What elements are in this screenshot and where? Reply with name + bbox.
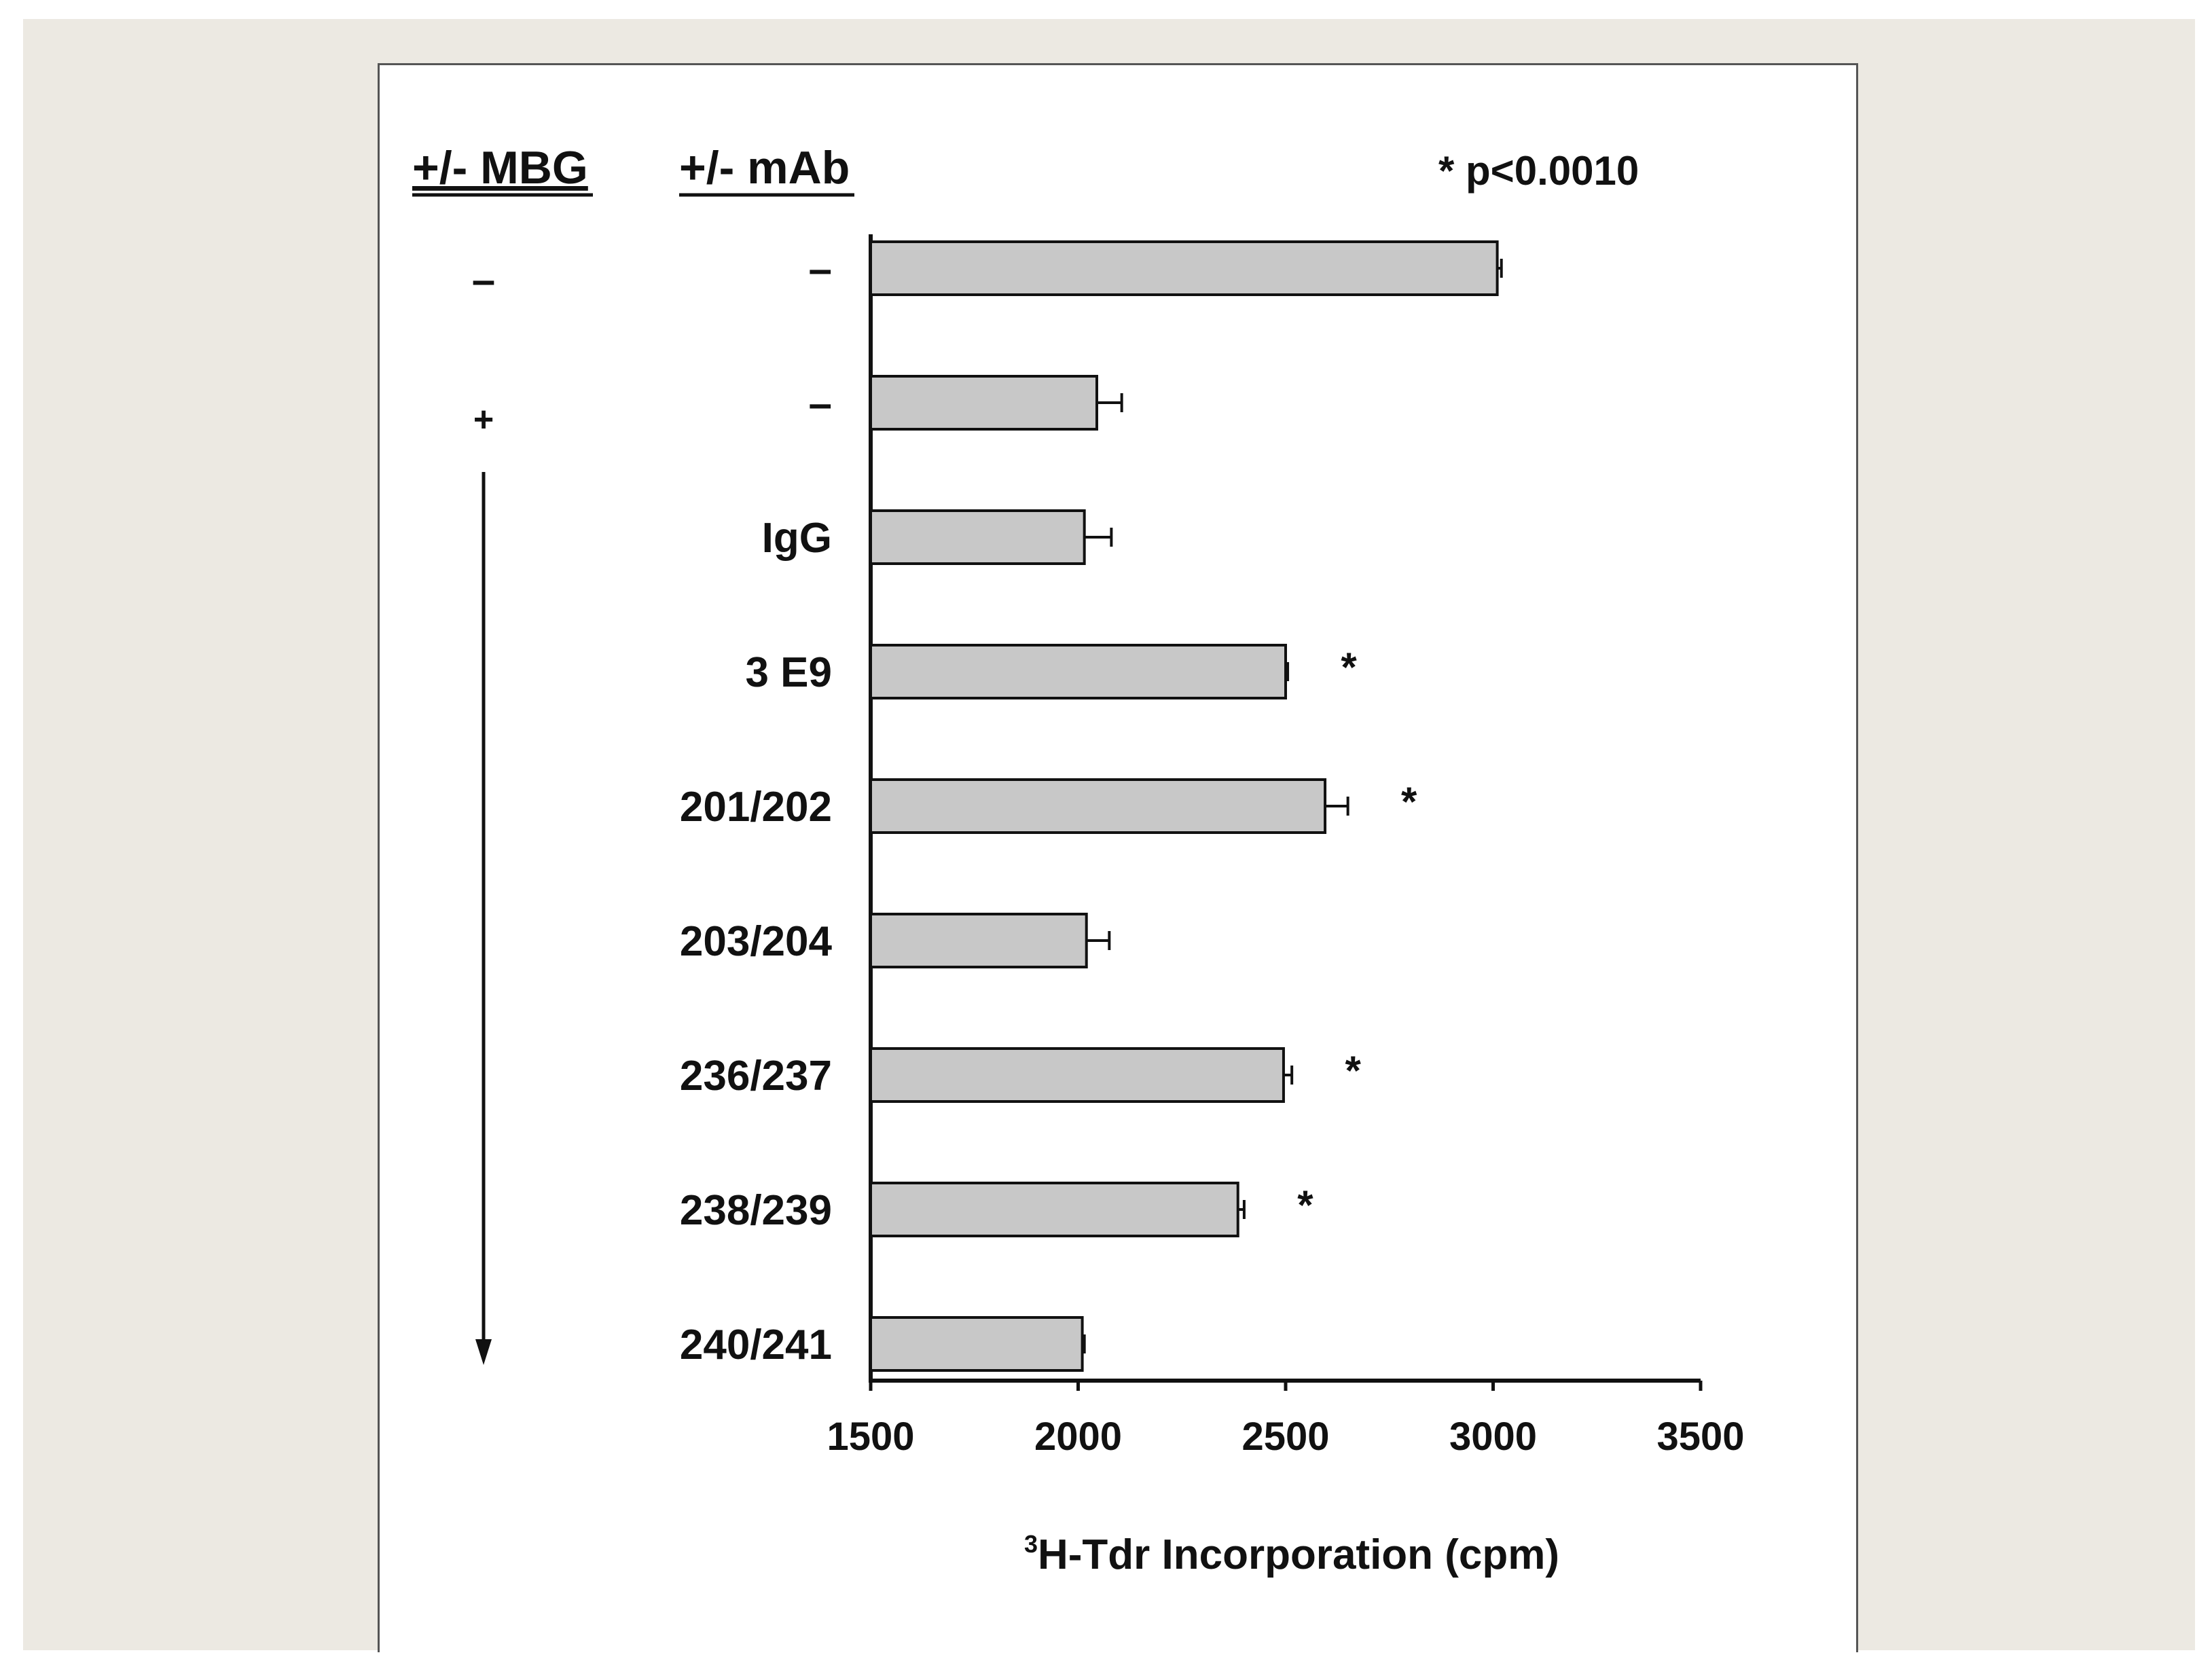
significance-marker-6: * [1345, 1048, 1361, 1093]
category-label-7: 238/239 [680, 1187, 832, 1234]
bar-0 [869, 240, 1499, 296]
bar-6 [869, 1047, 1285, 1103]
significance-marker-4: * [1401, 779, 1417, 824]
mbg-label-plus: + [473, 400, 494, 439]
mbg-header: +/- MBG [412, 142, 588, 194]
x-tick-label-0: 1500 [827, 1415, 914, 1459]
x-ticks-group: 1500 2000 2500 3000 3500 [827, 1381, 1745, 1459]
x-axis-label-text: H-Tdr Incorporation (cpm) [1038, 1531, 1559, 1578]
x-axis-label: 3H-Tdr Incorporation (cpm) [1024, 1530, 1559, 1578]
category-label-2: IgG [762, 515, 832, 562]
category-label-6: 236/237 [680, 1053, 832, 1099]
bars-group: – – IgG 3 E9 * 201/202 * 203/204 236/237 * 238/239… [680, 240, 1503, 1372]
bar-3 [869, 644, 1287, 699]
significance-note: * p<0.0010 [1438, 148, 1639, 194]
bar-1 [869, 375, 1098, 431]
x-tick-label-3: 3000 [1449, 1415, 1537, 1459]
bar-7 [869, 1182, 1239, 1237]
bar-4 [869, 778, 1327, 834]
mab-header: +/- mAb [679, 142, 850, 194]
bar-8 [869, 1316, 1084, 1372]
figure-panel [378, 63, 1858, 1652]
x-tick-label-2: 2500 [1241, 1415, 1329, 1459]
significance-marker-7: * [1297, 1182, 1313, 1228]
x-axis-label-superscript: 3 [1024, 1530, 1038, 1558]
x-tick-label-4: 3500 [1656, 1415, 1744, 1459]
bar-5 [869, 913, 1088, 968]
mbg-arrow-head [475, 1339, 492, 1365]
category-label-8: 240/241 [680, 1322, 832, 1368]
category-label-5: 203/204 [680, 918, 833, 965]
category-label-4: 201/202 [680, 784, 832, 831]
bar-2 [869, 509, 1086, 565]
category-label-1: – [809, 380, 832, 427]
x-tick-label-1: 2000 [1034, 1415, 1122, 1459]
significance-marker-3: * [1341, 644, 1357, 690]
mbg-label-minus: – [472, 257, 495, 304]
category-label-0: – [809, 246, 832, 293]
category-label-3: 3 E9 [745, 649, 832, 696]
